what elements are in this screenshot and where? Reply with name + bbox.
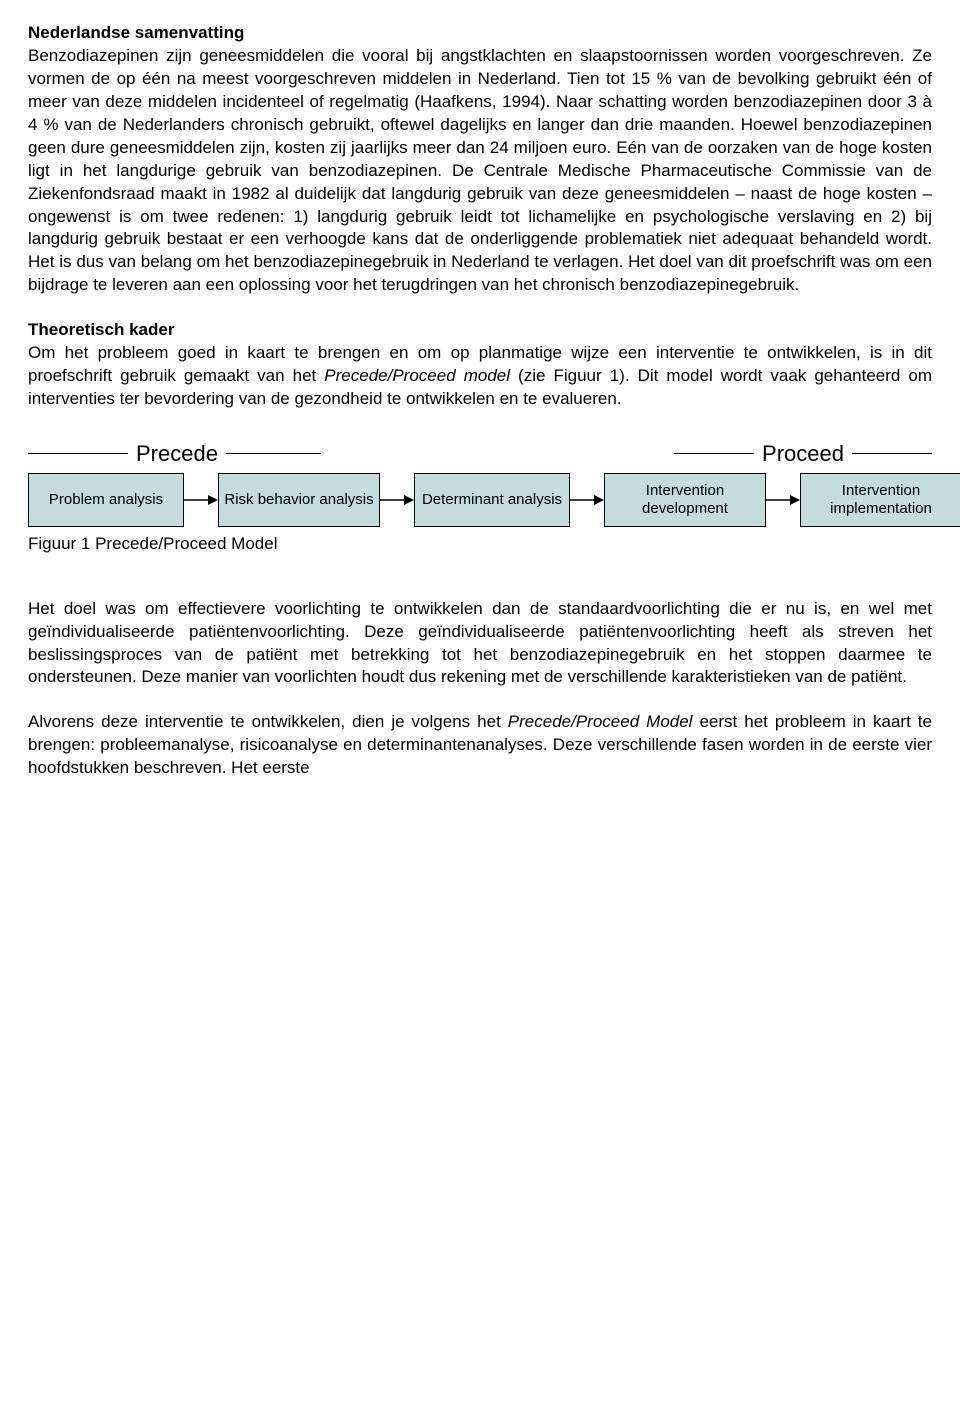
heading-theoretisch: Theoretisch kader	[28, 319, 932, 342]
diagram-box: Intervention implementation	[800, 473, 960, 527]
paragraph-4a: Alvorens deze interventie te ontwikkelen…	[28, 712, 508, 731]
precede-proceed-diagram: Precede Proceed Problem analysis Risk beh…	[28, 439, 932, 527]
arrow-icon	[184, 493, 218, 507]
header-line	[226, 453, 321, 454]
diagram-box: Risk behavior analysis	[218, 473, 380, 527]
paragraph-2-italic: Precede/Proceed model	[324, 366, 510, 385]
diagram-box: Determinant analysis	[414, 473, 570, 527]
diagram-header: Precede Proceed	[28, 439, 932, 469]
page-title: Nederlandse samenvatting	[28, 22, 932, 45]
paragraph-3: Het doel was om effectievere voorlichtin…	[28, 598, 932, 690]
diagram-label-proceed: Proceed	[754, 439, 852, 469]
header-line	[852, 453, 932, 454]
figure-caption: Figuur 1 Precede/Proceed Model	[28, 533, 932, 556]
arrow-icon	[766, 493, 800, 507]
header-line	[28, 453, 128, 454]
header-line	[674, 453, 754, 454]
paragraph-4: Alvorens deze interventie te ontwikkelen…	[28, 711, 932, 780]
paragraph-2: Om het probleem goed in kaart te brengen…	[28, 342, 932, 411]
diagram-box: Problem analysis	[28, 473, 184, 527]
diagram-boxes: Problem analysis Risk behavior analysis De…	[28, 473, 932, 527]
arrow-icon	[570, 493, 604, 507]
arrow-icon	[380, 493, 414, 507]
paragraph-4-italic: Precede/Proceed Model	[508, 712, 693, 731]
paragraph-1: Benzodiazepinen zijn geneesmiddelen die …	[28, 45, 932, 297]
diagram-box: Intervention development	[604, 473, 766, 527]
diagram-label-precede: Precede	[128, 439, 226, 469]
